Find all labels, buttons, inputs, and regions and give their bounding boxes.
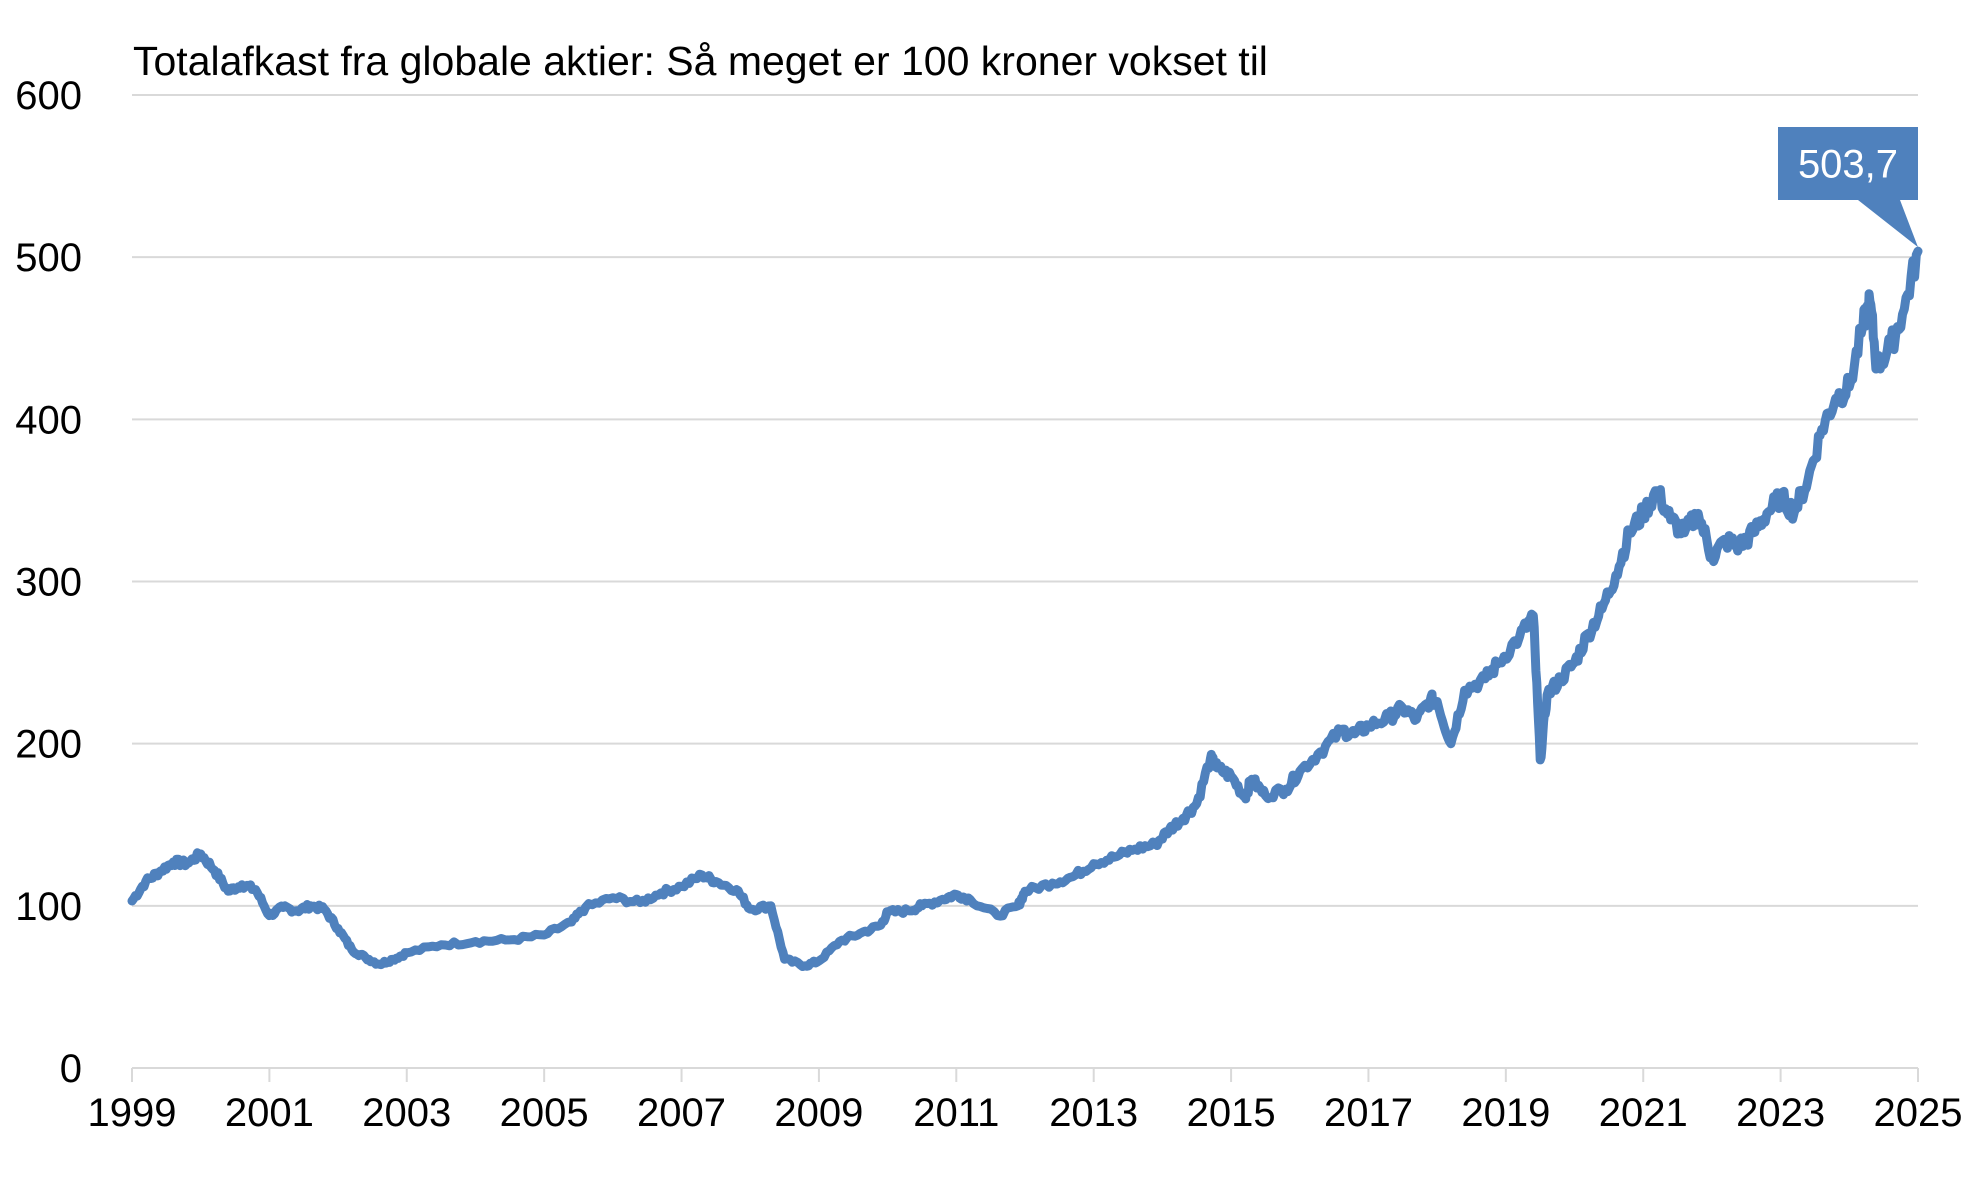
x-tick-label: 2001 — [225, 1091, 314, 1135]
callout-box — [1778, 127, 1918, 248]
series-group — [127, 246, 1923, 971]
y-tick-label: 200 — [15, 723, 82, 767]
x-tick-label: 2025 — [1874, 1091, 1963, 1135]
x-tick-label: 2003 — [362, 1091, 451, 1135]
y-tick-label: 0 — [60, 1047, 82, 1091]
x-tick-label: 2013 — [1049, 1091, 1138, 1135]
x-tick-label: 1999 — [88, 1091, 177, 1135]
x-tick-label: 2011 — [913, 1091, 999, 1135]
y-tick-label: 100 — [15, 885, 82, 929]
y-tick-label: 300 — [15, 561, 82, 605]
series-line-0 — [127, 246, 1923, 971]
chart-title: Totalafkast fra globale aktier: Så meget… — [133, 38, 1268, 84]
x-tick-label: 2007 — [637, 1091, 726, 1135]
x-tick-label: 2023 — [1736, 1091, 1825, 1135]
y-tick-label: 600 — [15, 74, 82, 118]
x-tick-label: 2019 — [1461, 1091, 1550, 1135]
x-tick-label: 2021 — [1599, 1091, 1688, 1135]
x-tick-label: 2017 — [1324, 1091, 1413, 1135]
y-axis-labels: 0 100 200 300 400 500 600 — [15, 74, 82, 1091]
value-callout: 503,7 — [1778, 127, 1918, 248]
x-tick-label: 2015 — [1187, 1091, 1276, 1135]
x-axis: 1999 2001 2003 2005 2007 2009 2011 2013 2015 2017… — [88, 1067, 1963, 1135]
callout-label: 503,7 — [1798, 143, 1898, 187]
y-tick-label: 400 — [15, 398, 82, 442]
y-tick-label: 500 — [15, 236, 82, 280]
x-tick-label: 2009 — [774, 1091, 863, 1135]
x-tick-label: 2005 — [500, 1091, 589, 1135]
gridlines — [132, 94, 1918, 907]
